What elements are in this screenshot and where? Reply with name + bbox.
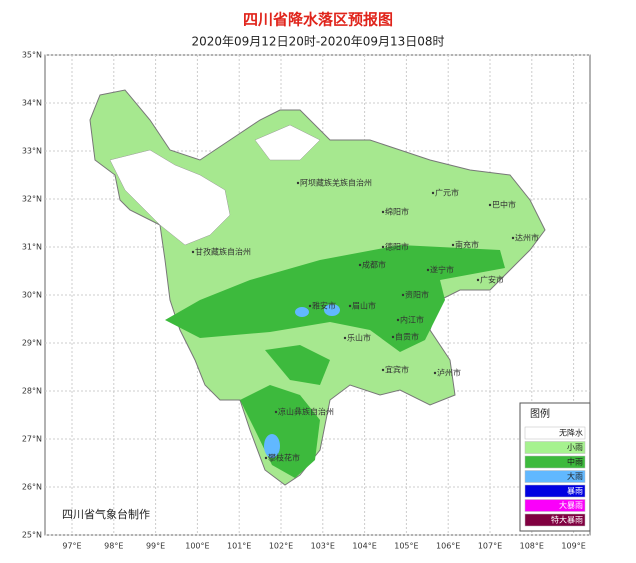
place-dot [511,236,515,240]
heavy-rain-area [264,434,280,458]
no-rain-area [109,149,231,246]
lat-label: 29°N [22,339,42,348]
place-label: 广元市 [435,188,459,198]
legend-swatch [524,470,586,483]
credit: 四川省气象台制作 [62,507,150,521]
legend-swatch [524,455,586,469]
place-label: 阿坝藏族羌族自治州 [300,178,372,188]
legend-swatch [524,499,586,512]
place-dot [348,304,352,308]
lat-label: 33°N [22,147,42,156]
place-dot [381,210,385,214]
lon-label: 98°E [104,542,123,551]
place-label: 凉山彝族自治州 [278,407,334,417]
legend-label: 无降水 [559,428,583,438]
place-dot [343,336,347,340]
place-dot [191,250,195,254]
lon-label: 97°E [62,542,81,551]
place-dot [396,318,400,322]
legend-label: 暴雨 [567,487,583,496]
lon-label: 107°E [478,542,502,551]
lat-label: 35°N [22,51,42,60]
place-label: 德阳市 [385,242,409,252]
place-dot [426,268,430,272]
place-label: 南充市 [455,240,479,250]
legend-label: 大雨 [567,471,583,481]
lat-label: 31°N [22,243,42,252]
lat-label: 30°N [22,291,42,300]
place-label: 广安市 [480,275,504,285]
place-label: 资阳市 [405,290,429,300]
lon-label: 109°E [561,542,585,551]
lon-label: 104°E [352,542,376,551]
place-label: 甘孜藏族自治州 [195,247,251,257]
moderate-rain-area [265,345,330,385]
legend-swatch [524,513,586,527]
lon-label: 106°E [436,542,460,551]
moderate-rain-area [240,385,320,478]
place-label: 绵阳市 [385,207,409,217]
heavy-rain-area [295,307,309,317]
place-label: 攀枝花市 [268,453,300,463]
place-dot [401,293,405,297]
legend-swatch [524,441,586,454]
place-label: 成都市 [362,260,386,270]
place-dot [431,191,435,195]
place-label: 遂宁市 [430,265,454,275]
legend-label: 小雨 [567,443,583,452]
lon-label: 102°E [269,542,293,551]
place-label: 自贡市 [395,332,419,342]
place-label: 巴中市 [492,200,516,210]
place-dot [274,410,278,414]
legend-swatch [524,484,586,498]
subtitle: 2020年09月12日20时-2020年09月13日08时 [191,35,444,49]
legend-label: 中雨 [567,457,583,467]
lon-label: 108°E [520,542,544,551]
lat-label: 26°N [22,483,42,492]
place-dot [451,243,455,247]
place-dot [358,263,362,267]
lon-label: 100°E [185,542,209,551]
moderate-rain-area [165,245,505,352]
place-label: 雅安市 [312,301,336,311]
legend-label: 大暴雨 [559,500,583,510]
place-dot [381,245,385,249]
place-label: 眉山市 [352,301,376,311]
legend-title: 图例 [530,407,550,420]
place-dot [476,278,480,282]
heavy-rain-area [324,304,340,316]
no-rain-area [254,124,321,161]
lat-label: 34°N [22,99,42,108]
lon-label: 99°E [146,542,165,551]
lat-label: 27°N [22,435,42,444]
place-dot [381,368,385,372]
place-dot [488,203,492,207]
place-label: 乐山市 [347,333,371,343]
place-label: 达州市 [515,233,539,243]
lat-label: 32°N [22,195,42,204]
legend-swatch [524,426,586,440]
lon-label: 101°E [227,542,251,551]
place-dot [433,371,437,375]
place-label: 宜宾市 [385,365,409,375]
place-dot [296,181,300,185]
title: 四川省降水落区预报图 [243,11,393,29]
legend-label: 特大暴雨 [551,515,583,525]
place-dot [308,304,312,308]
place-dot [391,335,395,339]
lat-label: 28°N [22,387,42,396]
lat-label: 25°N [22,531,42,540]
place-dot [264,456,268,460]
place-label: 内江市 [400,315,424,325]
lon-label: 103°E [311,542,335,551]
lon-label: 105°E [394,542,418,551]
place-label: 泸州市 [437,368,461,378]
